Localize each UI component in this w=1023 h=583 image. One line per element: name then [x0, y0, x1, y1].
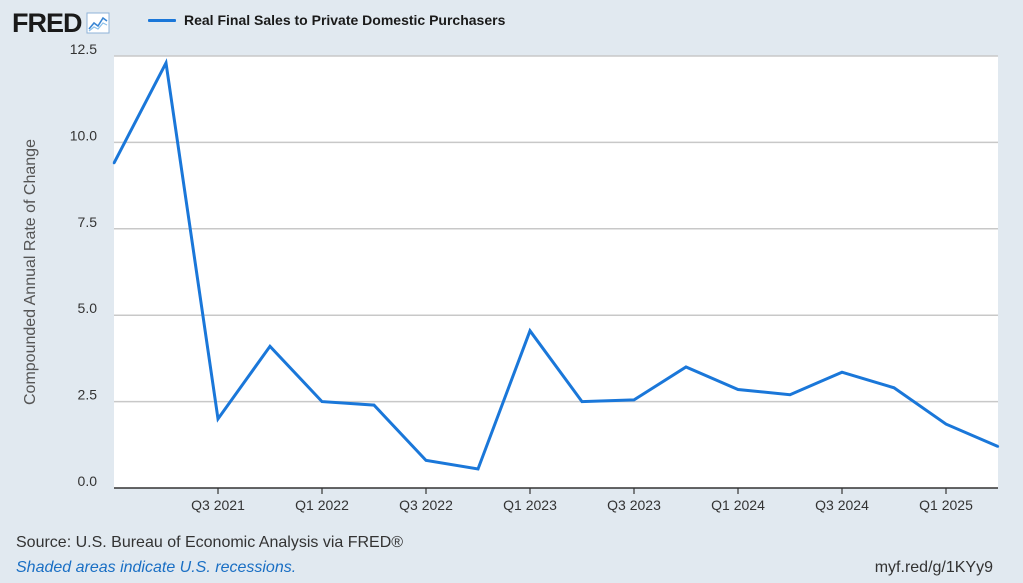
data-point	[944, 422, 948, 426]
plot-area	[114, 56, 998, 488]
x-tick-label: Q1 2022	[295, 497, 349, 513]
data-point	[164, 61, 168, 65]
y-tick-label: 10.0	[70, 127, 97, 143]
data-point	[320, 400, 324, 403]
chart-legend: Real Final Sales to Private Domestic Pur…	[148, 12, 505, 28]
data-point	[632, 398, 636, 402]
recession-note: Shaded areas indicate U.S. recessions.	[16, 559, 297, 576]
fred-header: FRED	[12, 6, 110, 40]
data-point	[580, 400, 584, 403]
y-tick-label: 12.5	[70, 41, 97, 57]
data-point	[840, 371, 844, 374]
x-tick-label: Q3 2024	[815, 497, 869, 513]
y-tick-label: 5.0	[78, 300, 98, 316]
y-tick-label: 0.0	[78, 473, 98, 489]
series-line	[112, 58, 999, 471]
data-point	[788, 393, 792, 396]
y-tick-label: 7.5	[78, 214, 98, 230]
x-tick-label: Q1 2024	[711, 497, 765, 513]
data-point	[476, 467, 480, 471]
x-tick-label: Q1 2023	[503, 497, 557, 513]
data-point	[112, 161, 116, 165]
x-tick-label: Q3 2021	[191, 497, 245, 513]
short-link[interactable]: myf.red/g/1KYy9	[874, 559, 993, 576]
data-point	[216, 417, 220, 421]
line-chart-icon	[86, 12, 109, 34]
data-point	[528, 329, 532, 332]
legend-swatch	[148, 18, 176, 22]
data-point	[736, 388, 740, 391]
legend-label: Real Final Sales to Private Domestic Pur…	[184, 12, 506, 28]
data-point	[268, 345, 272, 348]
source-text: Source: U.S. Bureau of Economic Analysis…	[16, 534, 404, 551]
fred-logo[interactable]: FRED	[12, 7, 82, 38]
y-tick-label: 2.5	[78, 387, 98, 403]
data-point	[424, 459, 428, 462]
x-tick-label: Q3 2023	[607, 497, 661, 513]
data-point	[996, 445, 1000, 448]
data-point	[684, 365, 688, 369]
data-point	[372, 403, 376, 407]
x-tick-label: Q3 2022	[399, 497, 453, 513]
data-point	[892, 386, 896, 389]
x-tick-label: Q1 2025	[919, 497, 973, 513]
